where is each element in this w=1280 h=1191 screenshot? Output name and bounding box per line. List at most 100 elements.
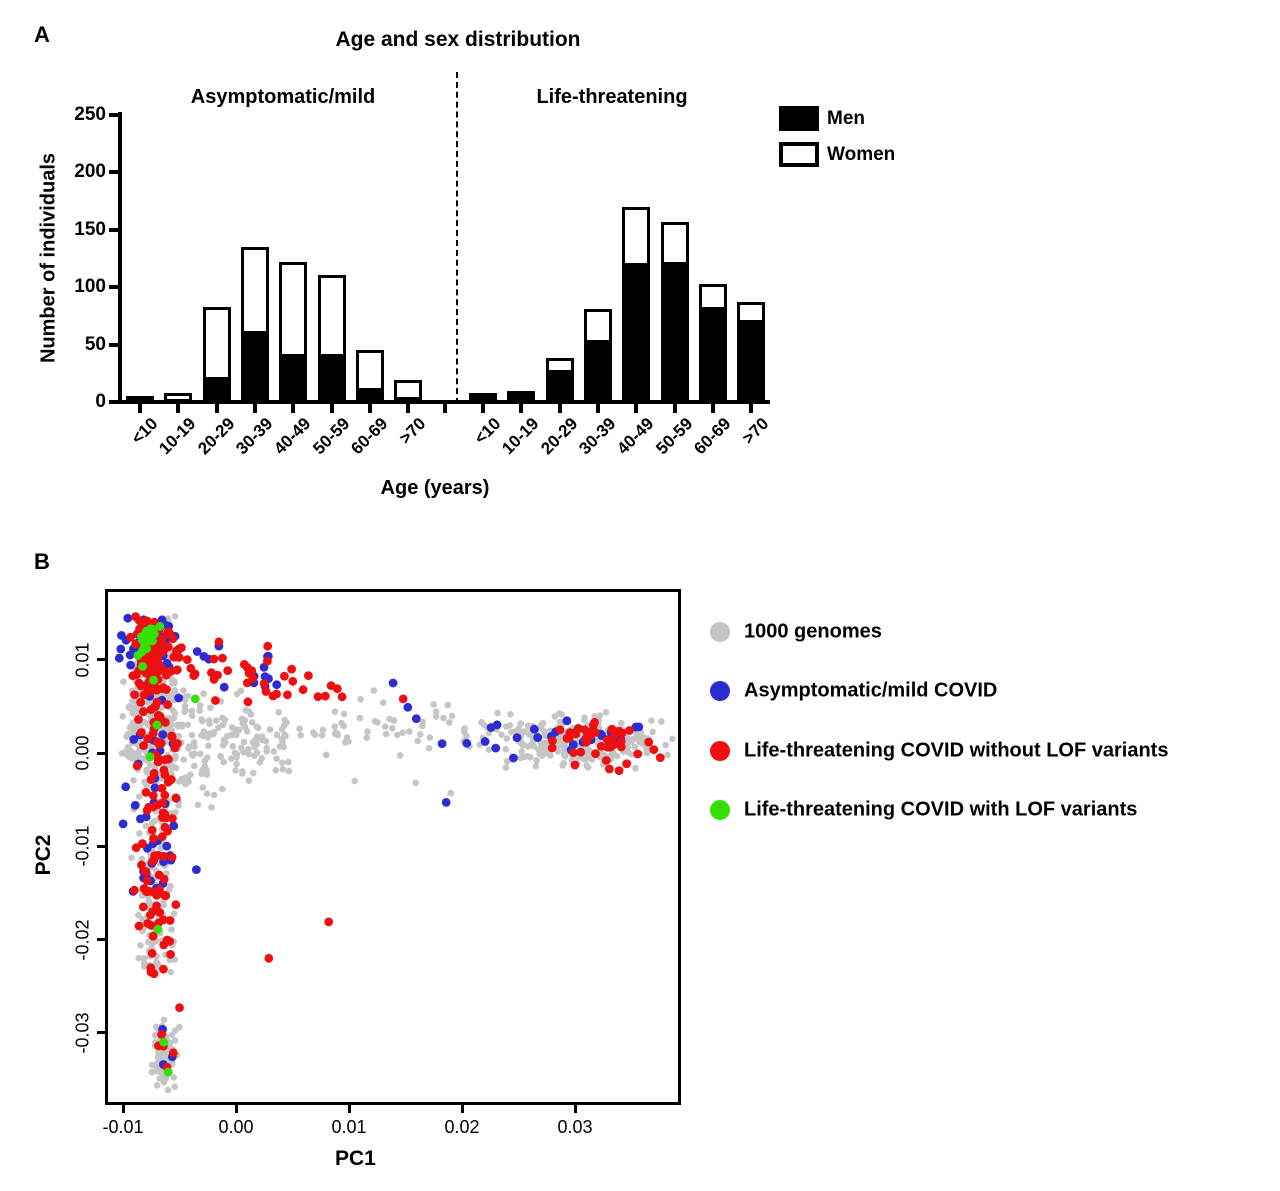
pca-point-severe (280, 671, 289, 681)
pca-point-genomes (498, 731, 505, 738)
pca-point-genomes (237, 687, 245, 695)
pca-point-genomes (169, 715, 176, 723)
pca-point-genomes (381, 723, 389, 730)
pca-point-genomes (126, 753, 133, 761)
pca-point-severe (590, 728, 600, 737)
pca-point-severe (146, 967, 156, 977)
legend-label-lof: Life-threatening COVID with LOF variants (744, 798, 1138, 821)
pca-point-mild (634, 722, 644, 732)
pca-point-genomes (176, 778, 183, 785)
pca-point-genomes (559, 762, 566, 769)
pca-point-genomes (515, 725, 523, 732)
pca-point-genomes (485, 746, 493, 753)
pca-point-severe (152, 737, 162, 747)
legend-women-label: Women (827, 144, 896, 165)
pca-point-genomes (625, 749, 632, 756)
pca-point-genomes (617, 719, 625, 727)
pca-point-severe (168, 1048, 178, 1058)
pca-point-severe (149, 856, 159, 865)
pca-point-genomes (318, 731, 326, 739)
pca-point-severe (209, 675, 219, 684)
age-tick-label: 30-39 (575, 414, 620, 459)
pca-point-genomes (170, 763, 177, 771)
pca-point-genomes (430, 701, 437, 708)
pca-point-genomes (219, 785, 226, 793)
pca-point-genomes (426, 734, 434, 741)
legend-dot-lof (710, 800, 730, 820)
pca-point-severe (172, 665, 182, 675)
pca-point-severe (145, 652, 155, 661)
pca-point-genomes (213, 717, 220, 724)
pca-point-severe (171, 793, 181, 803)
x-tick-gap (443, 404, 447, 413)
bar-men-segment (205, 376, 228, 399)
bar-life-threatening-<10 (469, 392, 497, 402)
pca-point-genomes (258, 733, 266, 740)
pca-point-lof (155, 622, 165, 631)
y-tick (97, 1031, 105, 1035)
pca-point-severe (156, 648, 166, 658)
pca-point-severe (143, 734, 153, 744)
pca-point-mild (150, 783, 160, 793)
pca-point-severe (247, 666, 257, 675)
bar-asymptomatic-mild-20-29 (202, 306, 231, 402)
pca-point-genomes (363, 734, 371, 741)
pca-point-genomes (175, 802, 182, 809)
pca-point-severe (138, 707, 148, 717)
pca-point-severe (148, 931, 158, 941)
pca-point-genomes (198, 732, 205, 739)
y-tick (97, 751, 105, 755)
pca-point-severe (263, 641, 273, 651)
pca-point-severe (155, 712, 165, 721)
pca-point-genomes (556, 742, 563, 749)
bar-asymptomatic-mild-<10 (126, 396, 154, 403)
pca-point-genomes (241, 717, 249, 724)
pca-point-genomes (209, 730, 217, 738)
pca-point-genomes (425, 744, 433, 752)
pca-point-severe (145, 661, 155, 671)
pca-point-genomes (220, 736, 228, 744)
y-tick-label: -0.01 (72, 825, 93, 867)
pca-point-genomes (200, 690, 207, 697)
pca-point-genomes (532, 762, 540, 770)
pca-point-genomes (166, 1039, 174, 1047)
bar-asymptomatic-mild-60-69 (355, 350, 384, 402)
x-tick-label: 0.02 (444, 1117, 480, 1137)
pca-point-genomes (382, 730, 390, 738)
pca-point-genomes (502, 764, 510, 771)
pca-point-genomes (190, 739, 198, 746)
pca-point-genomes (132, 750, 140, 758)
pca-point-genomes (591, 712, 598, 720)
pca-point-genomes (662, 741, 669, 749)
pca-point-genomes (191, 762, 198, 770)
pca-point-genomes (658, 718, 665, 725)
bar-men-segment (625, 263, 648, 399)
y-tick-label: 50 (84, 333, 106, 355)
pca-point-severe (170, 739, 180, 749)
pca-point-genomes (168, 1031, 176, 1039)
pca-point-genomes (171, 1083, 178, 1091)
pca-point-genomes (171, 710, 179, 717)
pca-point-genomes (322, 751, 330, 759)
pca-point-genomes (210, 791, 218, 799)
pca-point-genomes (297, 732, 304, 739)
pca-point-mild (492, 720, 502, 730)
pca-point-genomes (648, 717, 655, 724)
pca-point-genomes (203, 771, 210, 778)
x-tick (749, 404, 754, 413)
age-tick-label: 30-39 (232, 414, 277, 459)
legend-dot-severe (710, 741, 730, 761)
pca-point-severe (136, 728, 146, 737)
pca-point-genomes (541, 732, 549, 739)
pca-point-genomes (231, 749, 239, 757)
pca-point-genomes (649, 728, 656, 736)
pca-point-genomes (632, 764, 639, 772)
pca-point-lof (148, 624, 158, 634)
y-tick-label: -0.03 (72, 1012, 93, 1054)
pca-point-genomes (374, 719, 381, 726)
pca-point-genomes (245, 777, 253, 784)
pca-point-severe (130, 690, 139, 699)
pca-point-genomes (273, 731, 281, 739)
pca-point-severe (614, 726, 624, 736)
